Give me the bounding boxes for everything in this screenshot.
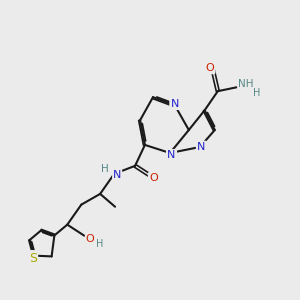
Text: H: H <box>253 88 260 98</box>
Text: NH: NH <box>238 79 254 89</box>
Text: S: S <box>29 251 37 265</box>
Text: N: N <box>113 170 121 180</box>
Text: O: O <box>86 234 94 244</box>
Text: N: N <box>171 99 179 109</box>
Text: O: O <box>149 173 158 183</box>
Text: N: N <box>167 150 176 161</box>
Text: H: H <box>101 164 109 173</box>
Text: N: N <box>197 142 206 152</box>
Text: O: O <box>205 63 214 73</box>
Text: H: H <box>96 239 103 249</box>
